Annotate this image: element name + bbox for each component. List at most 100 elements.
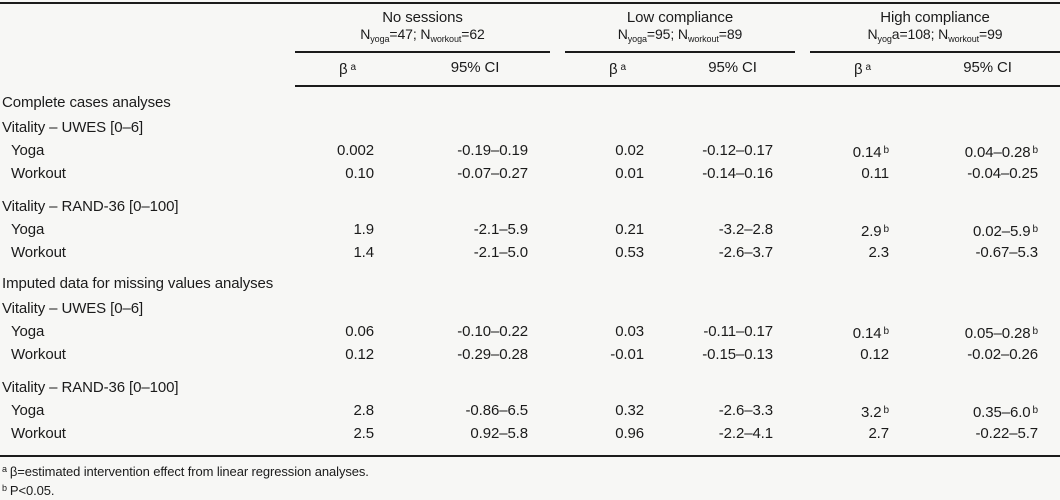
beta-number: 3.2 <box>860 404 882 421</box>
beta-value: 0.14 b <box>810 139 915 164</box>
beta-number: 2.3 <box>868 244 889 261</box>
group-n-counts: Nyoga=95; Nworkout=89 <box>565 26 795 47</box>
ci-value: 0.02–5.9 b <box>915 218 1060 243</box>
beta-value: 0.11 <box>810 162 915 185</box>
data-row: Workout 2.5 0.92–5.8 0.96 -2.2–4.1 2.7 -0.22–5… <box>0 422 1060 445</box>
beta-value: 0.12 <box>295 343 400 366</box>
ci-value: -0.04–0.25 <box>915 162 1060 185</box>
ci-range: -0.86–6.5 <box>465 402 529 419</box>
table-body: Complete cases analyses Vitality – UWES [… <box>0 91 1060 445</box>
table-bottom-rule <box>0 455 1060 457</box>
beta-value: 0.10 <box>295 162 400 185</box>
ci-value: 0.04–0.28 b <box>915 139 1060 164</box>
n-text: =95; N <box>646 26 688 42</box>
beta-value: 2.5 <box>295 422 400 445</box>
significance-marker: b <box>883 224 890 235</box>
ci-column-header: 95% CI <box>708 59 757 76</box>
beta-value: 2.3 <box>810 241 915 264</box>
beta-number: 0.12 <box>860 346 889 363</box>
beta-footnote-marker: a <box>350 62 357 73</box>
beta-number: 0.96 <box>615 425 644 442</box>
ci-column-header: 95% CI <box>450 59 500 76</box>
ci-range: -0.22–5.7 <box>975 425 1039 442</box>
significance-marker: b <box>1032 224 1039 235</box>
significance-marker: b <box>883 405 890 416</box>
beta-value: 0.32 <box>565 399 670 424</box>
data-row: Workout 0.10 -0.07–0.27 0.01 -0.14–0.16 0.11 -… <box>0 162 1060 185</box>
beta-number: -0.01 <box>610 346 644 363</box>
n-text: N <box>617 26 628 42</box>
ci-value: 0.92–5.8 <box>400 422 550 445</box>
row-label: Yoga <box>11 402 45 419</box>
ci-value: 0.35–6.0 b <box>915 399 1060 424</box>
n-subscript: yog <box>877 34 892 44</box>
beta-number: 2.8 <box>353 402 374 419</box>
beta-footnote-marker: a <box>620 62 627 73</box>
row-label: Yoga <box>11 221 45 238</box>
ci-value: -0.07–0.27 <box>400 162 550 185</box>
significance-marker: b <box>883 145 890 156</box>
ci-value: -0.19–0.19 <box>400 139 550 164</box>
subhead-row: Vitality – RAND-36 [0–100] <box>0 376 1060 399</box>
beta-value: 2.8 <box>295 399 400 424</box>
beta-symbol: β <box>609 61 618 78</box>
row-label: Vitality – UWES [0–6] <box>2 300 144 317</box>
subhead-row: Vitality – UWES [0–6] <box>0 297 1060 320</box>
beta-value: 0.03 <box>565 320 670 345</box>
beta-number: 0.32 <box>615 402 644 419</box>
data-row: Yoga 1.9 -2.1–5.9 0.21 -3.2–2.8 2.9 b 0.02–5.9 b <box>0 218 1060 241</box>
row-label: Yoga <box>11 142 45 159</box>
beta-number: 0.01 <box>615 165 644 182</box>
table-column-header-row: β a 95% CI β a 95% CI β a 95% CI <box>0 53 1060 85</box>
n-text: =99 <box>979 26 1003 42</box>
beta-number: 0.14 <box>852 144 882 161</box>
n-subscript: yoga <box>370 34 390 44</box>
ci-range: 0.02–5.9 <box>972 223 1031 240</box>
ci-range: -2.1–5.9 <box>473 221 528 238</box>
subhead-row: Vitality – UWES [0–6] <box>0 116 1060 139</box>
ci-value: -0.11–0.17 <box>670 320 795 345</box>
footnote-marker: a <box>2 464 7 474</box>
beta-footnote-marker: a <box>865 62 872 73</box>
ci-value: -0.22–5.7 <box>915 422 1060 445</box>
beta-symbol: β <box>854 61 863 78</box>
ci-value: 0.05–0.28 b <box>915 320 1060 345</box>
footnote-text: P<0.05. <box>9 483 55 498</box>
significance-marker: b <box>1032 326 1039 337</box>
ci-range: 0.92–5.8 <box>470 425 528 442</box>
ci-value: -0.67–5.3 <box>915 241 1060 264</box>
ci-range: -2.2–4.1 <box>718 425 773 442</box>
subhead-row: Vitality – RAND-36 [0–100] <box>0 195 1060 218</box>
n-subscript: workout <box>948 34 980 44</box>
ci-range: -0.12–0.17 <box>702 142 773 159</box>
ci-column-header: 95% CI <box>963 59 1012 76</box>
beta-number: 0.10 <box>345 165 374 182</box>
ci-range: -3.2–2.8 <box>718 221 773 238</box>
ci-value: -3.2–2.8 <box>670 218 795 243</box>
footnote-b: b P<0.05. <box>2 480 1060 499</box>
beta-number: 0.53 <box>615 244 644 261</box>
n-text: N <box>360 26 371 42</box>
row-label: Workout <box>11 346 66 363</box>
ci-range: 0.35–6.0 <box>972 404 1031 421</box>
ci-range: -0.10–0.22 <box>457 323 528 340</box>
beta-value: 0.96 <box>565 422 670 445</box>
n-subscript: yoga <box>627 34 647 44</box>
ci-value: -0.15–0.13 <box>670 343 795 366</box>
ci-value: -2.6–3.3 <box>670 399 795 424</box>
row-label: Complete cases analyses <box>2 94 171 111</box>
ci-value: -0.12–0.17 <box>670 139 795 164</box>
beta-value: 2.9 b <box>810 218 915 243</box>
beta-value: 1.9 <box>295 218 400 243</box>
beta-value: 0.53 <box>565 241 670 264</box>
ci-value: -2.2–4.1 <box>670 422 795 445</box>
n-text: N <box>867 26 878 42</box>
data-row: Yoga 0.002 -0.19–0.19 0.02 -0.12–0.17 0.14 b 0.… <box>0 139 1060 162</box>
group-title: Low compliance <box>626 9 734 26</box>
beta-number: 2.9 <box>860 223 882 240</box>
significance-marker: b <box>1032 405 1039 416</box>
ci-value: -0.10–0.22 <box>400 320 550 345</box>
row-label: Workout <box>11 425 66 442</box>
ci-range: -0.14–0.16 <box>702 165 773 182</box>
